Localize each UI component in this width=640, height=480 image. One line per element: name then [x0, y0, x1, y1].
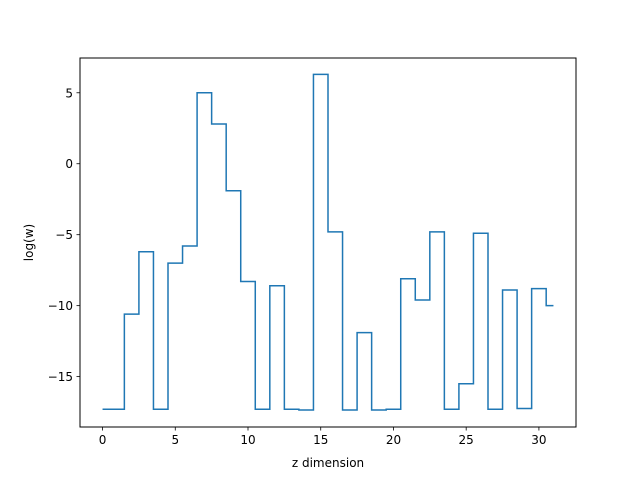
y-tick-label: −15	[48, 370, 73, 384]
x-tick-label: 20	[386, 433, 401, 447]
x-axis-ticks: 0 5 10 15 20 25 30	[99, 427, 547, 447]
x-tick-label: 5	[171, 433, 179, 447]
y-axis-label: log(w)	[22, 224, 36, 261]
series-layer	[102, 73, 554, 411]
x-tick-label: 25	[459, 433, 474, 447]
plot-area-frame	[79, 57, 577, 428]
y-tick-label: −10	[48, 299, 73, 313]
x-tick-label: 15	[313, 433, 328, 447]
y-tick-label: −5	[55, 228, 73, 242]
y-tick-label: 5	[65, 86, 73, 100]
x-tick-label: 30	[531, 433, 546, 447]
x-axis-label: z dimension	[292, 456, 364, 470]
y-axis-ticks: 5 0 −5 −10 −15	[48, 86, 80, 384]
x-tick-label: 10	[240, 433, 255, 447]
y-tick-label: 0	[65, 157, 73, 171]
x-tick-label: 0	[99, 433, 107, 447]
series-line-0	[102, 73, 554, 411]
